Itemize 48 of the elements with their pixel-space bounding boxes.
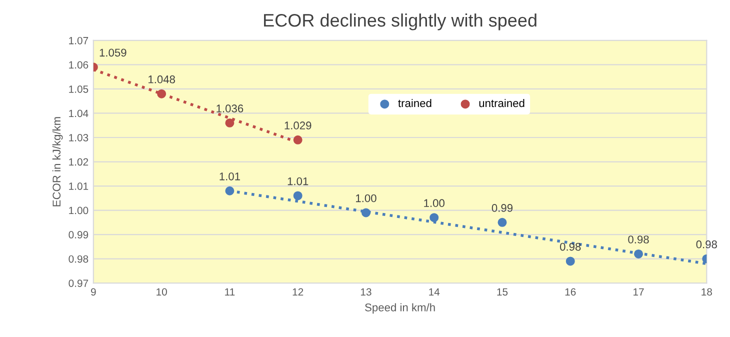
data-label: 1.036 (216, 104, 244, 112)
y-tick-label: 0.97 (68, 280, 88, 287)
legend-label: trained (398, 98, 432, 108)
data-label: 0.98 (560, 242, 581, 251)
y-tick-label: 0.98 (68, 255, 88, 263)
y-tick-label: 1.05 (69, 85, 88, 93)
point (361, 208, 370, 218)
point (293, 191, 302, 200)
y-tick-label: 1.04 (69, 110, 88, 118)
y-tick-label: 1.06 (69, 61, 88, 69)
point (225, 118, 234, 128)
data-label: 1.00 (356, 194, 376, 202)
data-label: 1.059 (100, 48, 126, 57)
point (566, 256, 575, 266)
chart-title: ECOR declines slightly with speed (264, 13, 536, 30)
data-label: 1.029 (284, 122, 312, 130)
legend-label: untrained (479, 98, 524, 108)
y-tick-label: 1.02 (69, 158, 88, 166)
data-label: 1.01 (220, 172, 240, 180)
x-tick-label: 9 (91, 288, 96, 296)
data-label: 0.99 (492, 204, 513, 212)
x-tick-label: 15 (497, 288, 508, 296)
x-axis-title: Speed in km/h (365, 303, 435, 314)
data-label: 1.01 (288, 177, 308, 186)
y-tick-label: 1.07 (69, 36, 88, 44)
data-label: 0.98 (628, 236, 649, 244)
y-tick-label: 0.99 (68, 231, 88, 238)
x-tick-label: 17 (634, 288, 644, 296)
x-tick-label: 16 (565, 288, 576, 296)
data-label: 1.00 (424, 199, 444, 208)
x-tick-label: 10 (156, 288, 167, 296)
x-tick-label: 14 (429, 288, 440, 296)
data-label: 1.048 (148, 75, 175, 84)
point (498, 218, 507, 227)
x-tick-label: 12 (292, 288, 304, 296)
point (634, 249, 644, 258)
y-tick-label: 1.03 (69, 134, 88, 142)
point (225, 186, 234, 196)
point (157, 89, 166, 98)
y-tick-label: 1.00 (69, 206, 88, 214)
point (293, 135, 302, 144)
y-tick-label: 1.01 (69, 182, 88, 190)
x-tick-label: 11 (225, 288, 235, 296)
data-label: 0.98 (696, 240, 717, 248)
x-tick-label: 13 (360, 288, 372, 296)
point (430, 213, 439, 222)
x-tick-label: 18 (702, 288, 712, 296)
y-axis-title: ECOR in kJ/kg/km (52, 117, 63, 206)
